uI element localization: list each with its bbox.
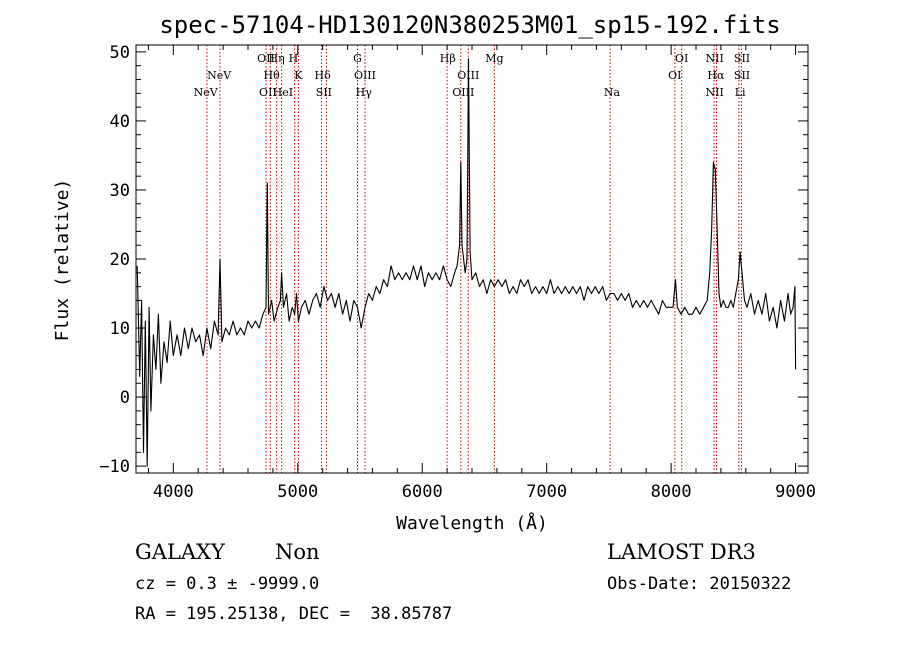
spectral-line-label: OIII [354, 69, 376, 82]
spectral-line-label: H [289, 52, 299, 65]
object-class: GALAXY [135, 540, 225, 564]
x-axis-label: Wavelength (Å) [396, 512, 548, 534]
spectral-line-label: OI [668, 69, 681, 82]
spectral-line-label: SII [734, 69, 750, 82]
y-tick-label: 10 [110, 319, 130, 339]
y-tick-label: 30 [110, 181, 130, 201]
x-tick-label: 9000 [775, 482, 816, 502]
spectral-line-label: K [294, 69, 303, 82]
y-tick-label: 40 [110, 112, 130, 132]
spectral-line-label: Hη [269, 52, 285, 65]
spectral-line-label: NeV [207, 69, 232, 82]
spectral-line-label: OII [259, 86, 277, 99]
survey-name: LAMOST DR3 [607, 540, 756, 564]
spectrum-line [136, 58, 797, 467]
plot-frame [135, 44, 809, 474]
spectral-line-label: Hβ [440, 52, 456, 65]
spectral-line-label: NeV [194, 86, 219, 99]
spectral-line-label: NII [706, 86, 724, 99]
y-tick-label: 20 [110, 250, 130, 270]
obs-date: Obs-Date: 20150322 [607, 574, 792, 594]
spectral-line-label: Hα [707, 69, 725, 82]
spectral-line-label: OII [257, 52, 275, 65]
object-subclass: Non [275, 540, 320, 564]
y-tick-label: 50 [110, 43, 130, 63]
spectral-line-markers [206, 45, 742, 473]
axes: 4000 5000 6000 7000 8000 9000 −10 0 10 20 30 40 50 [99, 43, 816, 502]
y-axis-label: Flux (relative) [52, 179, 73, 342]
x-tick-label: 7000 [526, 482, 567, 502]
spectral-line-label: Hθ [264, 69, 281, 82]
spectral-line-label: G [353, 52, 362, 65]
spectral-line-label: Hδ [315, 69, 332, 82]
spectral-line-label: OI [675, 52, 688, 65]
spectral-line-label: OIII [452, 86, 474, 99]
spectral-line-label: Na [604, 86, 621, 99]
x-tick-label: 4000 [153, 482, 194, 502]
x-tick-label: 8000 [651, 482, 692, 502]
redshift-info: cz = 0.3 ± -9999.0 [135, 574, 320, 594]
y-tick-label: −10 [99, 457, 130, 477]
spectral-line-label: SII [734, 52, 750, 65]
spectral-line-label: HeI [273, 86, 293, 99]
chart-title: spec-57104-HD130120N380253M01_sp15-192.f… [159, 11, 780, 39]
x-tick-label: 5000 [277, 482, 318, 502]
spectral-line-label: Li [735, 86, 746, 99]
y-tick-label: 0 [120, 388, 130, 408]
spectral-line-label: NII [706, 52, 724, 65]
spectral-line-label: Mg [485, 52, 503, 65]
spectral-line-label: Hγ [356, 86, 373, 99]
spectrum-data [136, 58, 797, 467]
spectral-line-label: SII [316, 86, 332, 99]
x-tick-label: 6000 [402, 482, 443, 502]
coordinates: RA = 195.25138, DEC = 38.85787 [135, 604, 453, 624]
